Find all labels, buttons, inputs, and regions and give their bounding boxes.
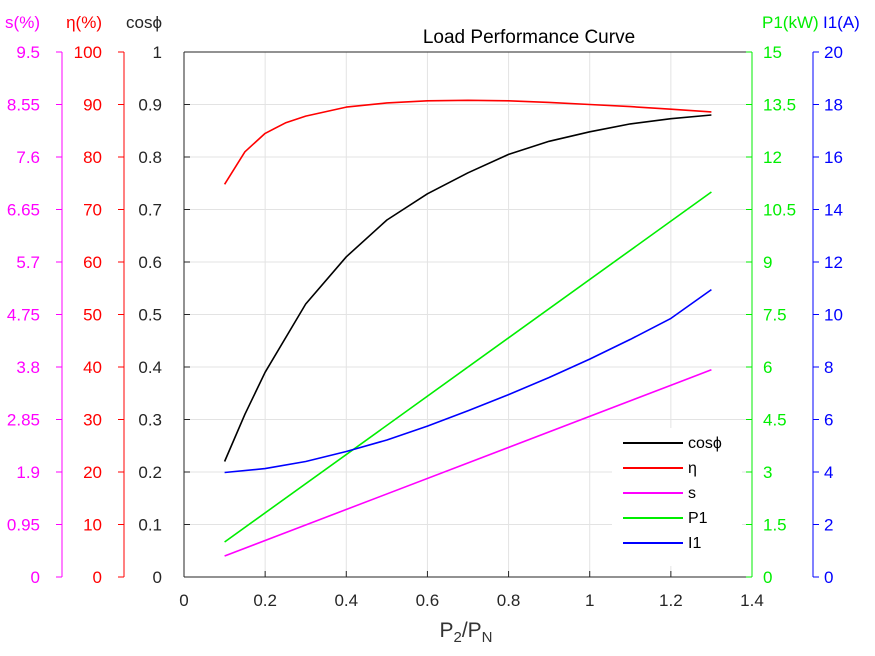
axis-unit-p1: P1(kW) xyxy=(762,13,819,32)
y-tick-label-i1: 10 xyxy=(824,306,843,325)
x-axis-label-sub1: 2 xyxy=(453,629,461,646)
y-tick-label-cos: 0.5 xyxy=(138,306,162,325)
y-tick-label-eta: 90 xyxy=(83,96,102,115)
y-tick-label-s: 0.95 xyxy=(7,516,40,535)
y-tick-label-s: 0 xyxy=(31,568,40,587)
y-tick-label-s: 4.75 xyxy=(7,306,40,325)
x-axis-label-base: P xyxy=(439,619,453,642)
axis-unit-i1: I1(A) xyxy=(823,13,860,32)
y-tick-label-s: 9.5 xyxy=(16,43,40,62)
y-tick-label-cos: 0.2 xyxy=(138,463,162,482)
y-tick-label-cos: 0.8 xyxy=(138,148,162,167)
y-tick-label-eta: 70 xyxy=(83,201,102,220)
y-tick-label-cos: 0.1 xyxy=(138,516,162,535)
y-tick-label-eta: 40 xyxy=(83,358,102,377)
legend-label-s: s xyxy=(688,485,696,502)
y-tick-label-i1: 18 xyxy=(824,96,843,115)
series-line-eta xyxy=(223,99,712,185)
y-tick-label-s: 8.55 xyxy=(7,96,40,115)
x-tick-label: 0 xyxy=(179,591,188,610)
y-tick-label-p1: 9 xyxy=(763,253,772,272)
y-tick-label-s: 5.7 xyxy=(16,253,40,272)
y-tick-label-p1: 6 xyxy=(763,358,772,377)
y-tick-label-cos: 0 xyxy=(153,568,162,587)
chart-title: Load Performance Curve xyxy=(423,27,635,48)
x-axis-label-slash: /P xyxy=(462,619,482,642)
y-tick-label-eta: 0 xyxy=(93,568,102,587)
y-tick-label-p1: 4.5 xyxy=(763,411,787,430)
y-tick-label-i1: 2 xyxy=(824,516,833,535)
y-tick-label-s: 6.65 xyxy=(7,201,40,220)
series-line-i1 xyxy=(224,288,712,474)
axis-unit-s: s(%) xyxy=(5,13,40,32)
y-tick-label-eta: 80 xyxy=(83,148,102,167)
y-tick-label-i1: 20 xyxy=(824,43,843,62)
y-tick-label-s: 2.85 xyxy=(7,411,40,430)
y-tick-label-i1: 12 xyxy=(824,253,843,272)
y-tick-label-p1: 10.5 xyxy=(763,201,796,220)
y-tick-label-s: 7.6 xyxy=(16,148,40,167)
y-tick-label-p1: 12 xyxy=(763,148,782,167)
axis-unit-cos: cosϕ xyxy=(126,13,162,32)
y-tick-label-p1: 0 xyxy=(763,568,772,587)
legend-box xyxy=(612,428,742,566)
y-tick-label-cos: 0.6 xyxy=(138,253,162,272)
y-tick-label-eta: 20 xyxy=(83,463,102,482)
y-tick-label-p1: 7.5 xyxy=(763,306,787,325)
y-tick-label-p1: 3 xyxy=(763,463,772,482)
legend-label-cos: cosϕ xyxy=(688,435,722,452)
series-line-cos xyxy=(223,114,712,462)
x-tick-label: 1.2 xyxy=(659,591,683,610)
legend-label-p1: P1 xyxy=(688,510,708,527)
x-tick-label: 0.2 xyxy=(253,591,277,610)
y-tick-label-cos: 0.9 xyxy=(138,96,162,115)
y-tick-label-i1: 6 xyxy=(824,411,833,430)
y-tick-label-p1: 1.5 xyxy=(763,516,787,535)
y-tick-label-p1: 13.5 xyxy=(763,96,796,115)
y-tick-label-p1: 15 xyxy=(763,43,782,62)
y-tick-label-i1: 16 xyxy=(824,148,843,167)
y-tick-label-cos: 1 xyxy=(153,43,162,62)
y-tick-label-eta: 30 xyxy=(83,411,102,430)
y-tick-label-cos: 0.4 xyxy=(138,358,162,377)
x-tick-label: 0.8 xyxy=(497,591,521,610)
legend: cosϕ ηs P1 I1 xyxy=(612,428,742,566)
x-tick-label: 0.6 xyxy=(416,591,440,610)
x-tick-label: 1 xyxy=(585,591,594,610)
y-tick-label-i1: 14 xyxy=(824,201,843,220)
y-tick-label-i1: 8 xyxy=(824,358,833,377)
legend-label-eta: η xyxy=(688,460,697,477)
y-tick-label-eta: 100 xyxy=(74,43,102,62)
series-line-p1 xyxy=(224,191,712,543)
y-tick-label-eta: 50 xyxy=(83,306,102,325)
x-tick-label: 1.4 xyxy=(740,591,764,610)
axes: 0 0.2 0.4 0.6 0.8 1 1.2 1.4 0 0.95 1.9 2.85 3.8 4.75 5… xyxy=(5,13,860,610)
y-tick-label-eta: 60 xyxy=(83,253,102,272)
y-tick-label-i1: 4 xyxy=(824,463,833,482)
y-tick-label-s: 3.8 xyxy=(16,358,40,377)
x-axis-label: P2/PN xyxy=(439,619,492,646)
legend-label-i1: I1 xyxy=(688,535,701,552)
y-tick-label-cos: 0.7 xyxy=(138,201,162,220)
axis-unit-eta: η(%) xyxy=(66,13,102,32)
y-tick-label-i1: 0 xyxy=(824,568,833,587)
series-line-s xyxy=(224,369,712,557)
x-tick-label: 0.4 xyxy=(334,591,358,610)
y-tick-label-cos: 0.3 xyxy=(138,411,162,430)
y-tick-label-s: 1.9 xyxy=(16,463,40,482)
y-tick-label-eta: 10 xyxy=(83,516,102,535)
series-lines xyxy=(223,99,712,557)
x-axis-label-sub2: N xyxy=(482,629,493,646)
